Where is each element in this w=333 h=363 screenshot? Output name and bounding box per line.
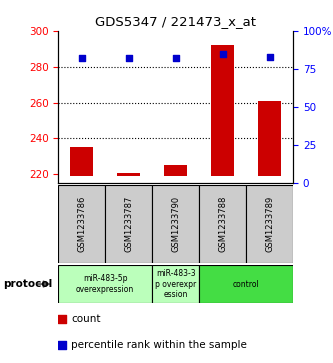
Bar	[199, 185, 246, 263]
Text: GSM1233789: GSM1233789	[265, 196, 274, 252]
Text: GSM1233788: GSM1233788	[218, 196, 227, 252]
Point	[267, 54, 272, 60]
Point	[126, 56, 131, 61]
Text: GSM1233787: GSM1233787	[124, 196, 133, 252]
Text: GSM1233786: GSM1233786	[77, 196, 86, 252]
Text: GSM1233790: GSM1233790	[171, 196, 180, 252]
Bar	[152, 265, 199, 303]
Point	[59, 342, 65, 348]
Text: control: control	[233, 280, 259, 289]
Text: count: count	[71, 314, 101, 324]
Bar	[70, 147, 94, 176]
Bar	[211, 45, 234, 176]
Bar	[58, 265, 152, 303]
Point	[173, 56, 178, 61]
Bar	[58, 185, 105, 263]
Bar	[105, 185, 152, 263]
Text: miR-483-5p
overexpression: miR-483-5p overexpression	[76, 274, 134, 294]
Bar	[199, 265, 293, 303]
Bar	[246, 185, 293, 263]
Point	[59, 316, 65, 322]
Bar	[152, 185, 199, 263]
Bar	[164, 166, 187, 176]
Bar	[117, 172, 141, 176]
Text: protocol: protocol	[3, 279, 53, 289]
Bar	[258, 101, 281, 176]
Point	[79, 56, 84, 61]
Text: percentile rank within the sample: percentile rank within the sample	[71, 340, 247, 350]
Title: GDS5347 / 221473_x_at: GDS5347 / 221473_x_at	[95, 15, 256, 28]
Point	[220, 51, 225, 57]
Text: miR-483-3
p overexpr
ession: miR-483-3 p overexpr ession	[155, 269, 196, 299]
